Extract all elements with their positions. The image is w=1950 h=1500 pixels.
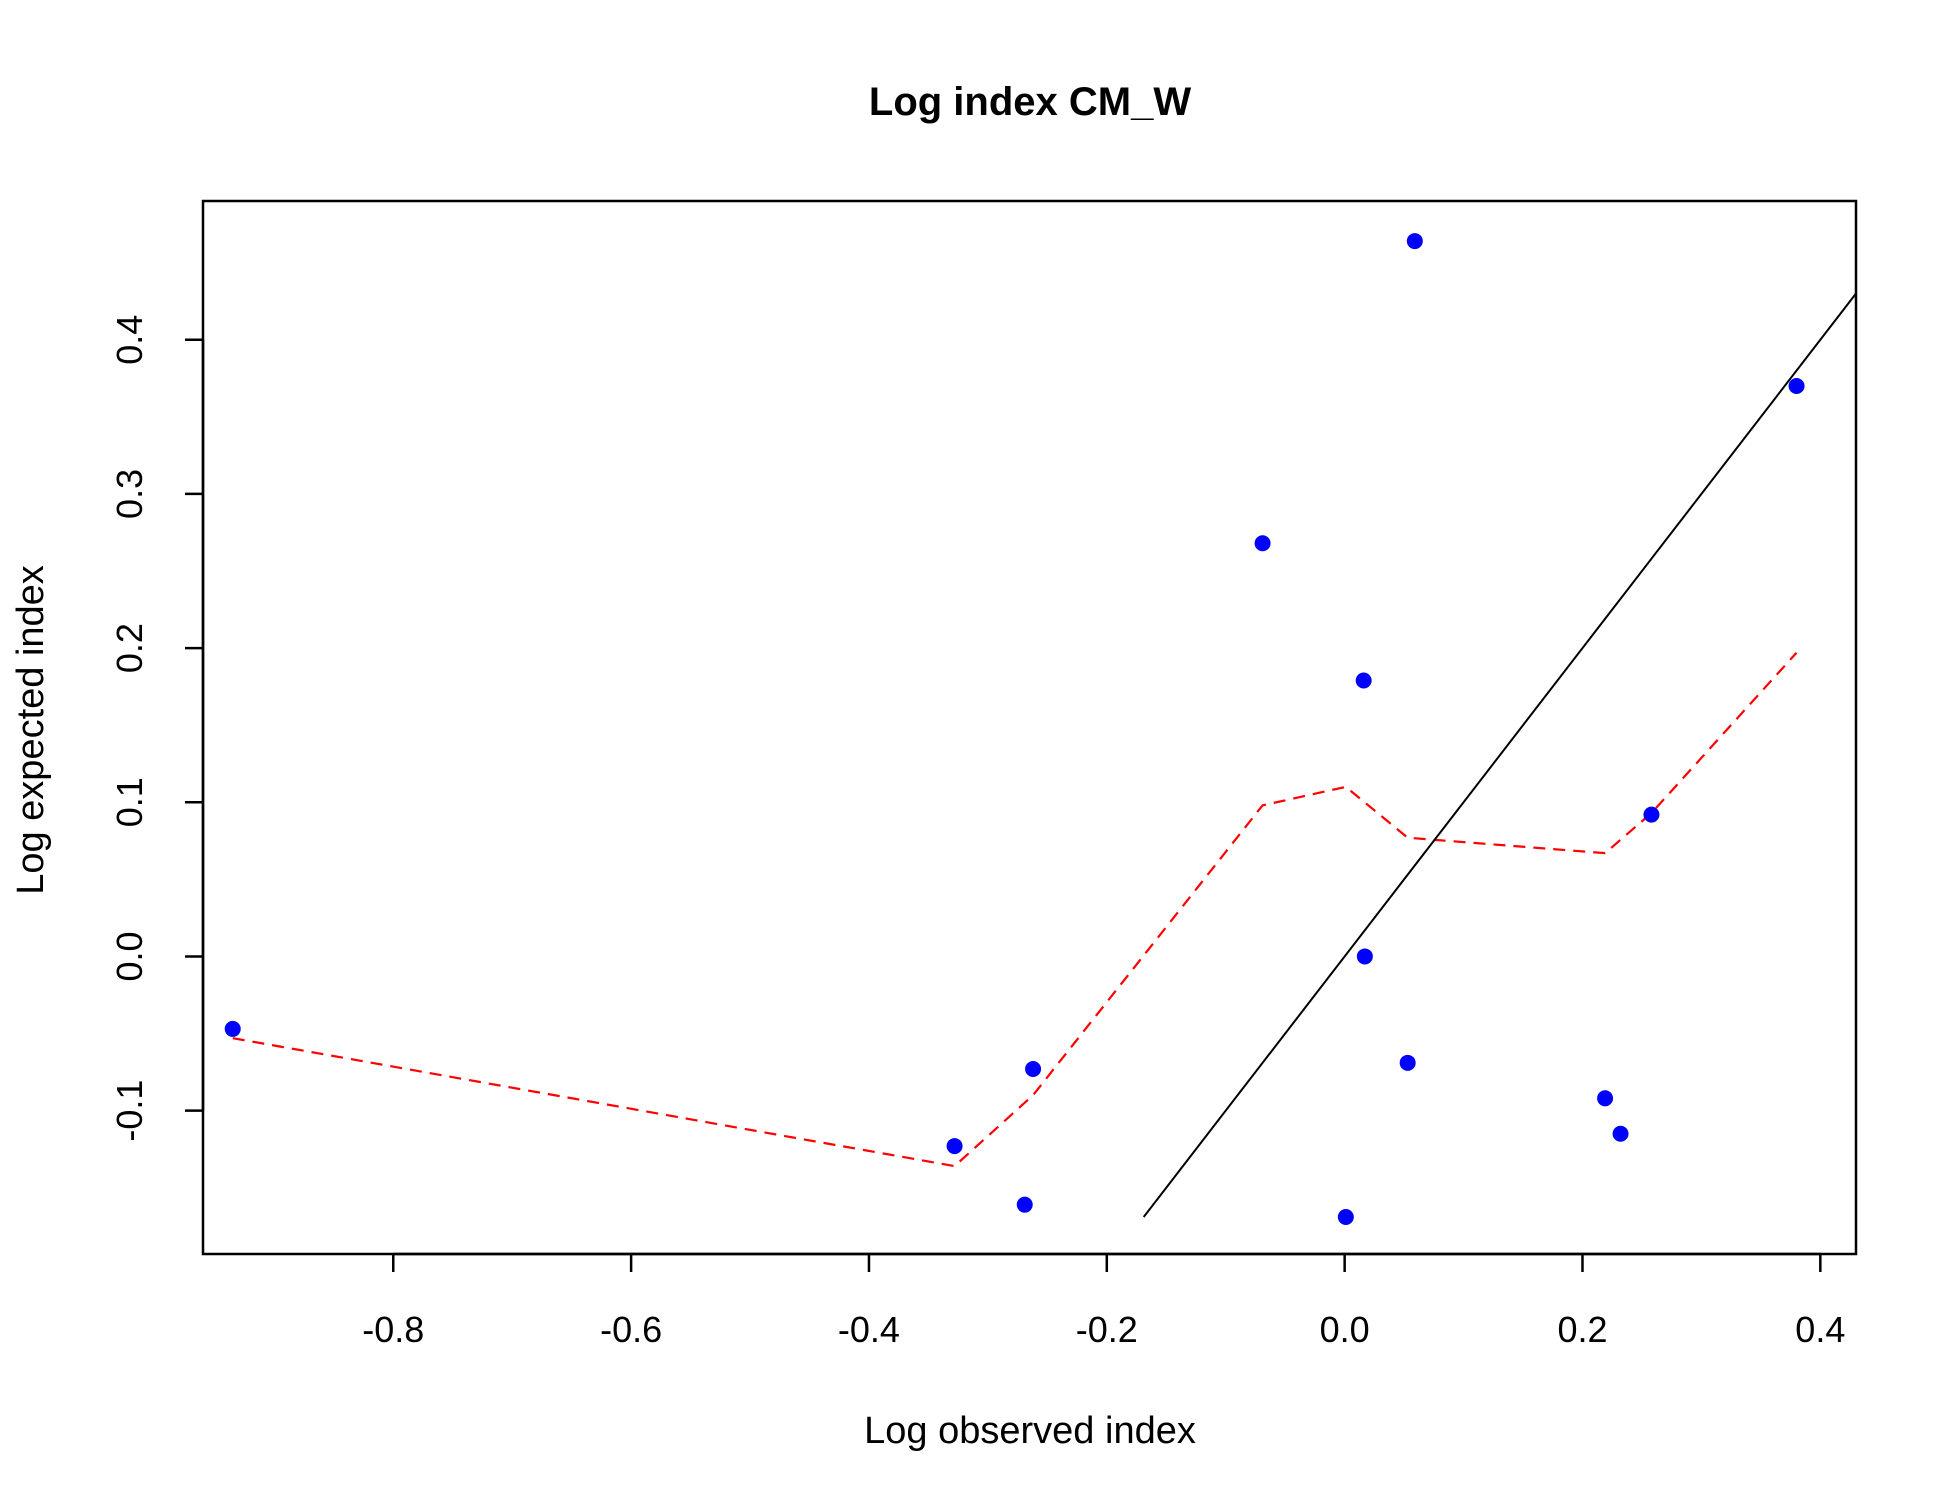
- y-tick-label: 0.2: [109, 623, 150, 673]
- data-point: [224, 1020, 241, 1037]
- y-tick-label: 0.0: [109, 931, 150, 981]
- x-tick-label: -0.8: [362, 1309, 424, 1350]
- x-tick-label: -0.4: [838, 1309, 900, 1350]
- data-point: [1254, 535, 1271, 552]
- one-to-one-line: [1142, 292, 1857, 1218]
- data-point: [1355, 672, 1372, 689]
- data-point: [1597, 1090, 1614, 1107]
- y-tick-label: 0.1: [109, 777, 150, 827]
- plot-content: -0.8 -0.6 -0.4 -0.2 0.0 0.2 0.4 -0.1 0.0 0.1 0.2 0.…: [109, 233, 1857, 1350]
- data-point: [1016, 1196, 1033, 1213]
- data-point: [1612, 1125, 1629, 1142]
- data-point: [1025, 1060, 1042, 1077]
- x-tick-label: -0.6: [600, 1309, 662, 1350]
- smoother-line: [232, 651, 1798, 1168]
- data-point: [1643, 806, 1660, 823]
- y-tick-label: 0.3: [109, 469, 150, 519]
- data-point: [1788, 378, 1805, 395]
- chart-title: Log index CM_W: [869, 80, 1191, 124]
- y-tick-label: -0.1: [109, 1080, 150, 1142]
- data-point: [1337, 1208, 1354, 1225]
- x-axis: -0.8 -0.6 -0.4 -0.2 0.0 0.2 0.4: [362, 1252, 1845, 1350]
- data-point: [946, 1138, 963, 1155]
- y-tick-label: 0.4: [109, 315, 150, 365]
- x-tick-label: -0.2: [1076, 1309, 1138, 1350]
- x-axis-label: Log observed index: [864, 1410, 1196, 1452]
- data-point: [1399, 1054, 1416, 1071]
- x-tick-label: 0.2: [1557, 1309, 1607, 1350]
- x-tick-label: 0.0: [1320, 1309, 1370, 1350]
- data-point: [1406, 233, 1423, 250]
- scatter-points: [224, 233, 1805, 1225]
- x-tick-label: 0.4: [1795, 1309, 1845, 1350]
- plot-frame: [201, 199, 1858, 1256]
- y-axis-label: Log expected index: [10, 565, 52, 895]
- data-point: [1356, 948, 1373, 965]
